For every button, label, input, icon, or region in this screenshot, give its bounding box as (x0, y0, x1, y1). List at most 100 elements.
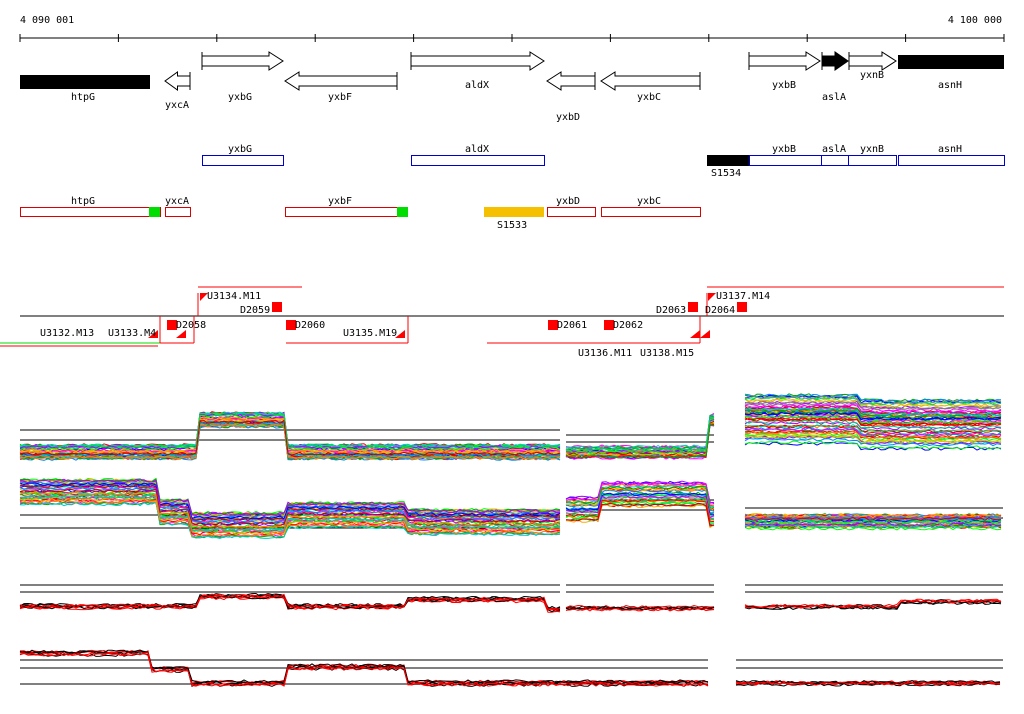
profile-line (744, 393, 1002, 403)
operon-label: aslA (822, 144, 846, 155)
terminator-mark (397, 207, 408, 217)
operon-box (547, 207, 596, 217)
breakpoint-mark (604, 320, 614, 330)
profile-line (736, 681, 1001, 686)
gene-arrow (546, 71, 596, 91)
gene-arrow (410, 51, 545, 71)
profile-line (565, 422, 715, 459)
profile-line (565, 499, 715, 523)
profile-line (19, 413, 561, 450)
operon-label: yxbF (328, 196, 352, 207)
gene-label: yxnB (860, 70, 884, 81)
profile-line (19, 411, 561, 448)
profile-line (19, 412, 561, 449)
profile-line (744, 404, 1002, 414)
operon-box (202, 155, 284, 166)
gene-label: yxbG (228, 92, 252, 103)
gene-aslA: aslA (821, 51, 849, 103)
profile-line (744, 413, 1002, 423)
profile-line (19, 497, 561, 535)
operon-box (165, 207, 191, 217)
profile-line (19, 649, 709, 684)
profile-line (735, 681, 1001, 685)
profile-line (744, 411, 1002, 421)
operon-box (411, 155, 545, 166)
profile-line (744, 440, 1002, 450)
gene-label: yxbB (772, 80, 796, 91)
gene-bar (20, 75, 150, 89)
gene-yxcA: yxcA (164, 71, 191, 111)
operon-track-plus: yxbG aldX yxbB aslA yxnB asnH S1534 (202, 144, 1005, 179)
gene-asnH: asnH (898, 55, 1004, 91)
profile-line (744, 423, 1002, 433)
profile-line (566, 418, 715, 454)
profile-line (19, 488, 561, 526)
breakpoint-mark (286, 320, 296, 330)
expression-profile-plots (19, 393, 1003, 688)
segment-up-flag (200, 293, 208, 301)
breakpoint-label: D2063 (656, 305, 686, 316)
profile-line (565, 500, 715, 523)
profile-line (565, 494, 715, 519)
promoter-label: S1533 (497, 220, 527, 231)
breakpoint-label: D2059 (240, 305, 270, 316)
profile-panel (19, 649, 709, 688)
operon-label: yxbG (228, 144, 252, 155)
gene-yxbF: yxbF (284, 71, 398, 103)
profile-line (744, 417, 1002, 427)
breakpoint-label: D2061 (557, 320, 587, 331)
operon-label: yxbC (637, 196, 661, 207)
profile-line (19, 494, 561, 532)
profile-panel (19, 477, 561, 540)
profile-panel (565, 480, 715, 529)
profile-line (19, 416, 561, 453)
segment-label: U3137.M14 (716, 291, 770, 302)
profile-panel (744, 584, 1003, 610)
operon-track-minus: htpG yxcA yxbF yxbD yxbC S1533 (20, 196, 701, 231)
profile-line (19, 423, 561, 460)
gene-label: yxbF (328, 92, 352, 103)
promoter-label: S1534 (711, 168, 741, 179)
profile-line (19, 495, 561, 533)
gene-label: asnH (938, 80, 962, 91)
gene-aldX: aldX (410, 51, 545, 91)
segment-down-flag (700, 330, 710, 338)
gene-yxbD: yxbD (546, 71, 596, 123)
gene-yxbG: yxbG (201, 51, 284, 103)
profile-line (19, 594, 561, 611)
gene-bar (898, 55, 1004, 69)
profile-line (744, 437, 1002, 447)
profile-line (19, 499, 561, 537)
profile-panel (565, 584, 715, 612)
profile-line (19, 484, 561, 522)
profile-line (744, 524, 1002, 529)
promoter-box (484, 207, 544, 217)
gene-arrow (821, 51, 849, 71)
profile-line (744, 401, 1002, 410)
segment-down-flag (690, 330, 700, 338)
breakpoint-mark (272, 302, 282, 312)
profile-line (565, 481, 715, 504)
segment-down-flag (176, 330, 186, 338)
profile-line (19, 491, 561, 529)
operon-box (821, 155, 849, 166)
gene-arrow (848, 51, 897, 71)
breakpoint-mark (548, 320, 558, 330)
gene-yxbB: yxbB (748, 51, 821, 91)
profile-line (19, 482, 561, 520)
profile-line (19, 652, 709, 686)
profile-line (19, 491, 561, 529)
profile-line (744, 429, 1002, 439)
operon-label: yxbB (772, 144, 796, 155)
profile-panel (565, 413, 715, 460)
gene-yxnB: yxnB (848, 51, 897, 81)
segment-label: U3138.M15 (640, 348, 694, 359)
gene-track: htpG yxcA yxbG yxbF aldX yxbD yxbC yxbB aslA yxnB… (20, 51, 1004, 123)
operon-label: asnH (938, 144, 962, 155)
breakpoint-mark (688, 302, 698, 312)
operon-box (898, 155, 1005, 166)
profile-line (744, 398, 1002, 408)
profile-line (19, 479, 561, 517)
operon-label: yxcA (165, 196, 189, 207)
